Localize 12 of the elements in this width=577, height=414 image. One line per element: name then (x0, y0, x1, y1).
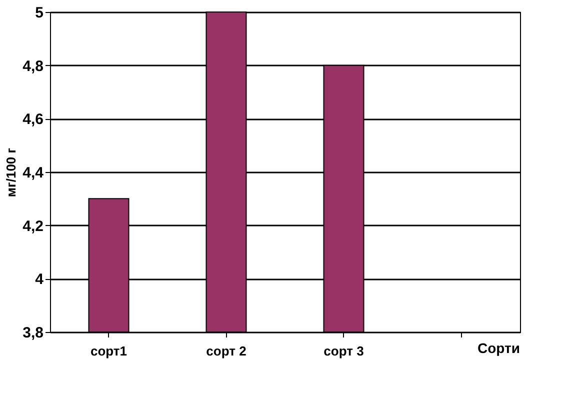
y-tick-label: 3,8 (22, 324, 44, 342)
y-tick-label: 4,8 (22, 58, 44, 75)
text: Сорти (478, 340, 520, 356)
y-tick-label: 4,2 (22, 218, 44, 235)
y-axis-title: мг/100 г (4, 147, 19, 198)
x-tick-label: сорт 2 (206, 344, 246, 358)
y-tick-label: 4,4 (22, 164, 44, 182)
y-tick-label: 4,6 (22, 111, 44, 128)
y-tick-label: 4 (35, 271, 44, 288)
x-tick-label: сорт 3 (324, 344, 364, 358)
x-tick-label: сорт1 (90, 344, 128, 358)
y-tick-label: 5 (35, 4, 44, 22)
